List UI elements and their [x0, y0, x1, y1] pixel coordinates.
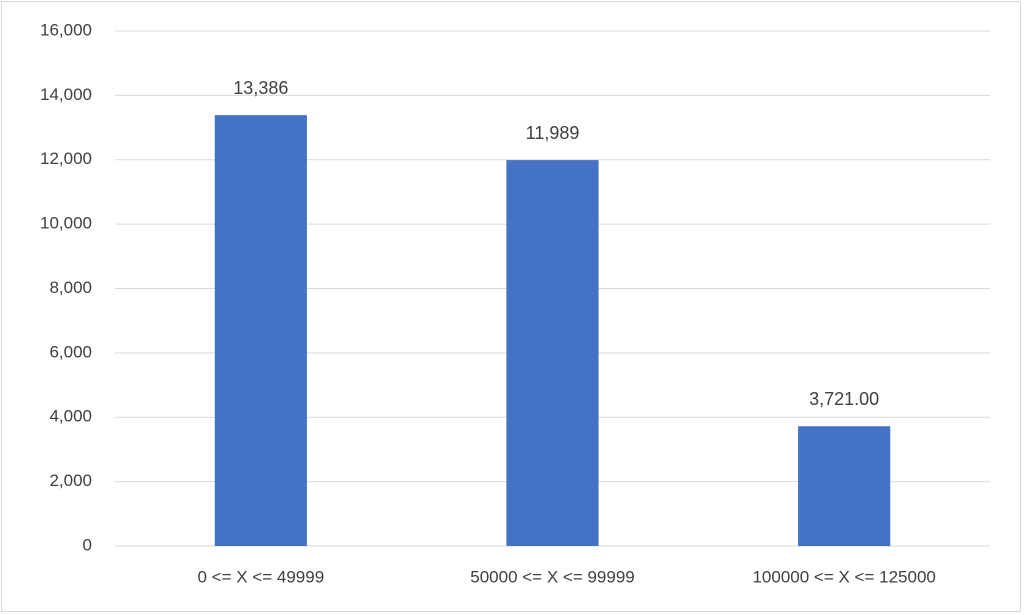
y-tick-label: 16,000: [40, 20, 92, 39]
y-tick-label: 12,000: [40, 149, 92, 168]
x-tick-label: 100000 <= X <= 125000: [752, 567, 935, 586]
y-tick-label: 8,000: [49, 278, 92, 297]
data-label: 11,989: [526, 123, 580, 143]
y-tick-label: 14,000: [40, 85, 92, 104]
y-tick-label: 2,000: [49, 471, 92, 490]
y-tick-label: 6,000: [49, 342, 92, 361]
bar: [506, 160, 599, 546]
bar: [214, 115, 307, 546]
bar: [798, 426, 891, 546]
x-tick-label: 50000 <= X <= 99999: [470, 567, 635, 586]
y-tick-label: 10,000: [40, 214, 92, 233]
data-label: 13,386: [233, 78, 288, 98]
y-tick-label: 4,000: [49, 407, 92, 426]
x-tick-label: 0 <= X <= 49999: [197, 567, 324, 586]
y-tick-label: 0: [83, 535, 92, 554]
data-label: 3,721.00: [809, 389, 879, 409]
